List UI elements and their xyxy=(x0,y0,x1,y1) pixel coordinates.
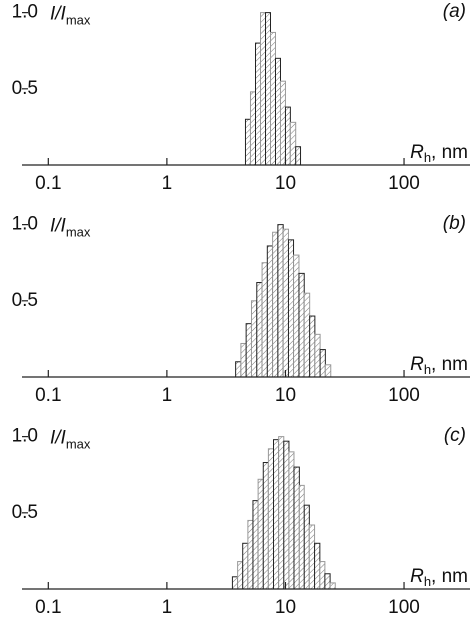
x-label-unit: , nm xyxy=(431,354,468,375)
bar xyxy=(298,484,305,590)
bar xyxy=(274,57,281,166)
y-axis-label: I/Imax xyxy=(50,4,91,28)
x-tick-label: 10 xyxy=(275,597,296,618)
bar xyxy=(266,245,274,378)
bar xyxy=(255,42,262,166)
bar xyxy=(329,582,336,590)
x-label-main: R xyxy=(410,566,424,587)
x-tick-label: 100 xyxy=(388,597,420,618)
bar xyxy=(240,342,247,378)
bar xyxy=(319,349,326,378)
y-tick-label: 0.5 xyxy=(12,78,38,99)
bar xyxy=(279,80,286,166)
x-axis-label: Rh, nm xyxy=(410,566,468,589)
bar xyxy=(256,282,263,378)
bar xyxy=(247,519,254,590)
bar xyxy=(298,272,305,378)
bar xyxy=(272,231,279,378)
y-label-sub: max xyxy=(66,13,91,28)
bar xyxy=(293,466,300,590)
bar xyxy=(270,31,276,166)
panel-label: (a) xyxy=(443,1,466,22)
bar xyxy=(282,228,289,378)
bar xyxy=(265,12,272,166)
x-label-main: R xyxy=(410,354,424,375)
x-label-sub: h xyxy=(424,150,431,165)
bar xyxy=(237,561,244,590)
x-tick-label: 0.1 xyxy=(35,173,61,194)
bar xyxy=(260,12,267,166)
bar xyxy=(287,239,295,378)
x-axis-label: Rh, nm xyxy=(410,354,468,377)
y-tick-label: 0.5 xyxy=(12,290,38,311)
y-tick-label: 1.0 xyxy=(12,2,38,23)
y-label-main: I/I xyxy=(50,216,67,237)
x-tick-label: 100 xyxy=(388,385,420,406)
x-tick-label: 1 xyxy=(162,385,173,406)
bar xyxy=(252,500,259,590)
bar xyxy=(289,121,297,166)
panel-label: (b) xyxy=(443,213,466,234)
y-tick-label: 0.5 xyxy=(12,502,38,523)
bar xyxy=(303,292,311,378)
bar xyxy=(249,91,257,166)
y-label-main: I/I xyxy=(50,428,67,449)
bar xyxy=(324,573,331,590)
panel-label: (c) xyxy=(444,425,466,446)
x-label-sub: h xyxy=(424,362,431,377)
x-axis-label: Rh, nm xyxy=(410,142,468,165)
bar xyxy=(273,439,280,590)
x-tick-label: 1 xyxy=(162,597,173,618)
bar xyxy=(308,524,316,590)
bar xyxy=(314,542,321,590)
x-label-unit: , nm xyxy=(431,142,468,163)
bar xyxy=(257,478,264,590)
bar xyxy=(250,300,258,378)
bar xyxy=(309,315,316,378)
x-tick-label: 100 xyxy=(388,173,420,194)
bar xyxy=(293,254,300,378)
bar xyxy=(295,146,302,166)
y-axis-label: I/Imax xyxy=(50,216,91,240)
x-label-main: R xyxy=(410,142,424,163)
x-tick-label: 0.1 xyxy=(35,597,61,618)
y-axis-label: I/Imax xyxy=(50,428,91,452)
y-tick-label: 1.0 xyxy=(12,426,38,447)
bar xyxy=(244,118,251,166)
y-tick-label: 1.0 xyxy=(12,214,38,235)
bar xyxy=(245,323,252,378)
bar xyxy=(262,462,269,590)
bar xyxy=(261,262,268,378)
y-label-sub: max xyxy=(66,225,91,240)
bar xyxy=(283,440,290,590)
y-label-main: I/I xyxy=(50,4,67,25)
bar xyxy=(319,561,326,590)
x-label-sub: h xyxy=(424,574,431,589)
bar xyxy=(303,504,310,590)
x-tick-label: 0.1 xyxy=(35,385,61,406)
bar xyxy=(231,576,239,590)
bar xyxy=(324,364,332,378)
bar xyxy=(314,333,321,378)
x-tick-label: 1 xyxy=(162,173,173,194)
bar xyxy=(284,106,291,166)
bar xyxy=(235,361,242,378)
bar xyxy=(242,542,249,590)
y-label-sub: max xyxy=(66,437,91,452)
bar xyxy=(277,224,284,378)
x-tick-label: 10 xyxy=(275,173,296,194)
x-tick-label: 10 xyxy=(275,385,296,406)
bar xyxy=(267,448,275,590)
x-label-unit: , nm xyxy=(431,566,468,587)
bar xyxy=(288,451,295,590)
bar xyxy=(278,436,285,590)
